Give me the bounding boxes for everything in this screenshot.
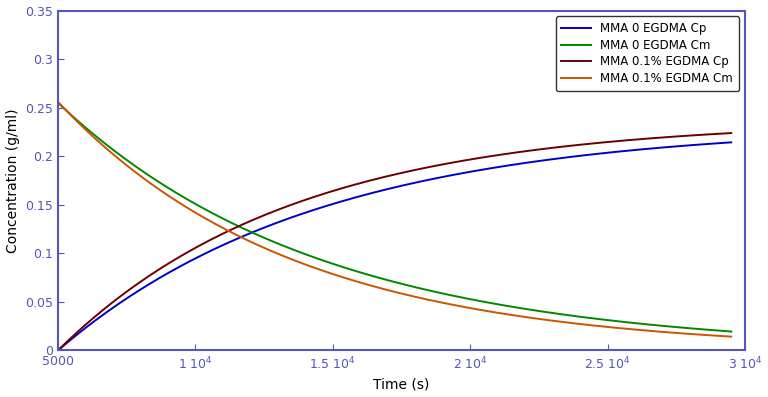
Legend: MMA 0 EGDMA Cp, MMA 0 EGDMA Cm, MMA 0.1% EGDMA Cp, MMA 0.1% EGDMA Cm: MMA 0 EGDMA Cp, MMA 0 EGDMA Cm, MMA 0.1%…	[555, 16, 739, 91]
MMA 0.1% EGDMA Cm	[53, 100, 62, 104]
MMA 0 EGDMA Cm	[170, 189, 179, 194]
MMA 0 EGDMA Cm	[641, 322, 650, 327]
MMA 0.1% EGDMA Cm	[170, 197, 179, 202]
MMA 0.1% EGDMA Cm	[641, 328, 650, 333]
MMA 0 EGDMA Cp	[53, 348, 62, 353]
MMA 0 EGDMA Cp	[312, 207, 321, 212]
MMA 0.1% EGDMA Cm	[341, 276, 350, 280]
Y-axis label: Concentration (g/ml): Concentration (g/ml)	[5, 108, 19, 253]
Line: MMA 0.1% EGDMA Cm: MMA 0.1% EGDMA Cm	[58, 102, 731, 337]
Line: MMA 0 EGDMA Cm: MMA 0 EGDMA Cm	[58, 103, 731, 331]
MMA 0.1% EGDMA Cm	[130, 169, 139, 174]
MMA 0 EGDMA Cp	[641, 146, 650, 151]
MMA 0 EGDMA Cm	[713, 328, 723, 333]
MMA 0.1% EGDMA Cp	[713, 131, 723, 136]
MMA 0 EGDMA Cp	[130, 291, 139, 295]
Line: MMA 0.1% EGDMA Cp: MMA 0.1% EGDMA Cp	[58, 133, 731, 351]
MMA 0 EGDMA Cm	[53, 100, 62, 105]
MMA 0 EGDMA Cp	[170, 267, 179, 272]
MMA 0.1% EGDMA Cm	[312, 266, 321, 271]
MMA 0 EGDMA Cp	[713, 141, 723, 146]
Line: MMA 0 EGDMA Cp: MMA 0 EGDMA Cp	[58, 143, 731, 351]
MMA 0.1% EGDMA Cm	[713, 333, 723, 338]
MMA 0 EGDMA Cm	[130, 164, 139, 168]
MMA 0.1% EGDMA Cp	[53, 348, 62, 353]
X-axis label: Time (s): Time (s)	[373, 378, 429, 391]
MMA 0.1% EGDMA Cp	[130, 283, 139, 288]
MMA 0.1% EGDMA Cp	[312, 194, 321, 198]
MMA 0.1% EGDMA Cp	[641, 137, 650, 141]
MMA 0.1% EGDMA Cp	[170, 257, 179, 262]
MMA 0 EGDMA Cm	[312, 256, 321, 260]
MMA 0.1% EGDMA Cp	[341, 185, 350, 190]
MMA 0 EGDMA Cp	[727, 140, 736, 145]
MMA 0.1% EGDMA Cp	[727, 131, 736, 135]
MMA 0.1% EGDMA Cm	[727, 334, 736, 339]
MMA 0 EGDMA Cm	[341, 266, 350, 270]
MMA 0 EGDMA Cp	[341, 198, 350, 202]
MMA 0 EGDMA Cm	[727, 329, 736, 334]
